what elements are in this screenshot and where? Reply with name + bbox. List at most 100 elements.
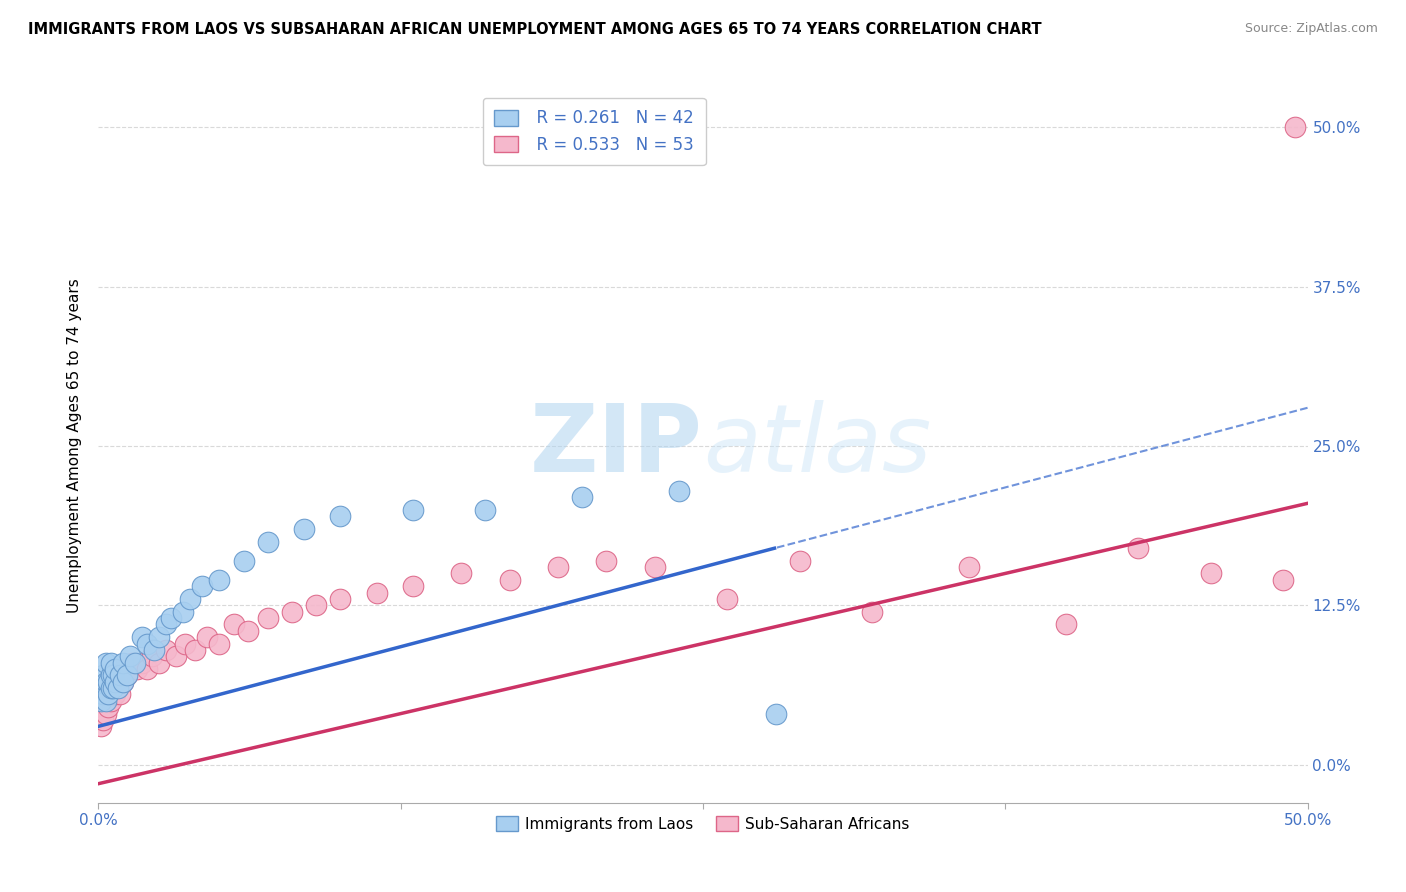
Point xyxy=(141,649,163,664)
Point xyxy=(101,681,124,695)
Point xyxy=(571,490,593,504)
Point xyxy=(101,668,124,682)
Point xyxy=(644,560,666,574)
Point xyxy=(90,719,112,733)
Point xyxy=(97,681,120,695)
Point xyxy=(94,706,117,721)
Point xyxy=(208,573,231,587)
Point xyxy=(91,668,114,682)
Point xyxy=(191,579,214,593)
Point xyxy=(124,656,146,670)
Point xyxy=(101,674,124,689)
Point xyxy=(160,611,183,625)
Point xyxy=(174,636,197,650)
Point xyxy=(97,700,120,714)
Point xyxy=(117,668,139,682)
Point xyxy=(172,605,194,619)
Point xyxy=(256,611,278,625)
Point xyxy=(292,522,315,536)
Point xyxy=(90,681,112,695)
Point xyxy=(108,688,131,702)
Point xyxy=(101,688,124,702)
Point xyxy=(100,681,122,695)
Point xyxy=(232,554,254,568)
Point xyxy=(148,656,170,670)
Point xyxy=(107,681,129,695)
Text: atlas: atlas xyxy=(703,401,931,491)
Point xyxy=(366,585,388,599)
Point xyxy=(100,668,122,682)
Point xyxy=(94,674,117,689)
Point xyxy=(1054,617,1077,632)
Point xyxy=(100,694,122,708)
Point xyxy=(90,706,112,721)
Point xyxy=(402,502,425,516)
Point xyxy=(450,566,472,581)
Point xyxy=(281,605,304,619)
Point xyxy=(111,674,134,689)
Point xyxy=(474,502,496,516)
Point xyxy=(90,694,112,708)
Point xyxy=(121,656,143,670)
Point xyxy=(860,605,883,619)
Point xyxy=(155,643,177,657)
Point xyxy=(94,656,117,670)
Point xyxy=(789,554,811,568)
Point xyxy=(148,630,170,644)
Point xyxy=(957,560,980,574)
Point xyxy=(402,579,425,593)
Point xyxy=(765,706,787,721)
Point xyxy=(117,668,139,682)
Point xyxy=(1284,120,1306,135)
Point xyxy=(104,674,127,689)
Point xyxy=(114,662,136,676)
Point xyxy=(131,656,153,670)
Point xyxy=(195,630,218,644)
Point xyxy=(595,554,617,568)
Point xyxy=(104,662,127,676)
Point xyxy=(208,636,231,650)
Point xyxy=(111,674,134,689)
Point xyxy=(668,483,690,498)
Point xyxy=(329,591,352,606)
Point xyxy=(135,662,157,676)
Legend: Immigrants from Laos, Sub-Saharan Africans: Immigrants from Laos, Sub-Saharan Africa… xyxy=(491,810,915,838)
Point xyxy=(131,630,153,644)
Point xyxy=(256,534,278,549)
Point xyxy=(1128,541,1150,555)
Point xyxy=(222,617,245,632)
Point xyxy=(127,662,149,676)
Point xyxy=(179,591,201,606)
Point xyxy=(91,713,114,727)
Point xyxy=(100,656,122,670)
Point xyxy=(118,649,141,664)
Text: IMMIGRANTS FROM LAOS VS SUBSAHARAN AFRICAN UNEMPLOYMENT AMONG AGES 65 TO 74 YEAR: IMMIGRANTS FROM LAOS VS SUBSAHARAN AFRIC… xyxy=(28,22,1042,37)
Point xyxy=(94,688,117,702)
Y-axis label: Unemployment Among Ages 65 to 74 years: Unemployment Among Ages 65 to 74 years xyxy=(67,278,83,614)
Point xyxy=(547,560,569,574)
Point xyxy=(1199,566,1222,581)
Point xyxy=(165,649,187,664)
Point xyxy=(143,643,166,657)
Point xyxy=(135,636,157,650)
Point xyxy=(91,694,114,708)
Point xyxy=(155,617,177,632)
Point xyxy=(94,694,117,708)
Point xyxy=(104,674,127,689)
Point xyxy=(97,688,120,702)
Point xyxy=(107,681,129,695)
Point xyxy=(104,688,127,702)
Text: ZIP: ZIP xyxy=(530,400,703,492)
Point xyxy=(108,668,131,682)
Text: Source: ZipAtlas.com: Source: ZipAtlas.com xyxy=(1244,22,1378,36)
Point xyxy=(329,509,352,524)
Point xyxy=(184,643,207,657)
Point xyxy=(498,573,520,587)
Point xyxy=(1272,573,1295,587)
Point xyxy=(111,656,134,670)
Point xyxy=(97,674,120,689)
Point xyxy=(305,599,328,613)
Point xyxy=(91,688,114,702)
Point xyxy=(238,624,260,638)
Point xyxy=(716,591,738,606)
